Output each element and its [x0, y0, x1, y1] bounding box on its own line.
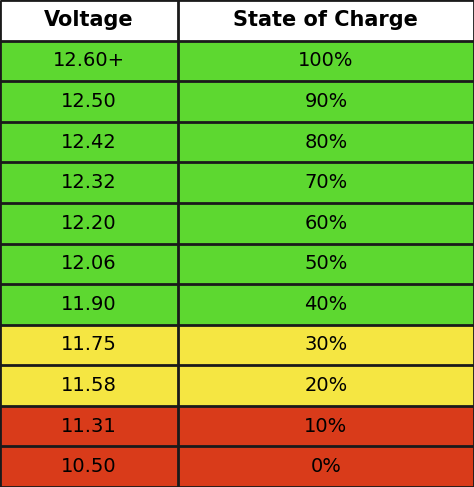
Bar: [0, 284, 178, 325]
Bar: [0, 406, 178, 447]
Text: State of Charge: State of Charge: [233, 10, 419, 30]
Text: 11.90: 11.90: [61, 295, 117, 314]
Bar: [178, 81, 474, 122]
Text: 80%: 80%: [304, 132, 347, 151]
Bar: [178, 40, 474, 81]
Text: Voltage: Voltage: [44, 10, 134, 30]
Text: 90%: 90%: [304, 92, 347, 111]
Bar: [0, 447, 178, 487]
Text: 11.58: 11.58: [61, 376, 117, 395]
Text: 11.75: 11.75: [61, 336, 117, 355]
Bar: [0, 325, 178, 365]
Text: 12.32: 12.32: [61, 173, 117, 192]
Text: 11.31: 11.31: [61, 416, 117, 436]
Bar: [178, 284, 474, 325]
Bar: [178, 203, 474, 244]
Bar: [178, 162, 474, 203]
Text: 10%: 10%: [304, 416, 347, 436]
Text: 70%: 70%: [304, 173, 347, 192]
Bar: [178, 406, 474, 447]
Text: 30%: 30%: [304, 336, 347, 355]
Text: 40%: 40%: [304, 295, 347, 314]
Text: 0%: 0%: [310, 457, 341, 476]
Text: 60%: 60%: [304, 214, 347, 233]
Bar: [0, 122, 178, 162]
Text: 10.50: 10.50: [61, 457, 117, 476]
Bar: [0, 0, 474, 40]
Text: 12.60+: 12.60+: [53, 51, 125, 71]
Bar: [178, 447, 474, 487]
Bar: [0, 203, 178, 244]
Bar: [0, 162, 178, 203]
Text: 12.50: 12.50: [61, 92, 117, 111]
Text: 12.20: 12.20: [61, 214, 117, 233]
Text: 20%: 20%: [304, 376, 347, 395]
Text: 12.06: 12.06: [61, 254, 117, 273]
Bar: [178, 122, 474, 162]
Bar: [178, 365, 474, 406]
Text: 50%: 50%: [304, 254, 347, 273]
Text: 100%: 100%: [298, 51, 354, 71]
Bar: [178, 325, 474, 365]
Text: 12.42: 12.42: [61, 132, 117, 151]
Bar: [0, 244, 178, 284]
Bar: [0, 81, 178, 122]
Bar: [0, 365, 178, 406]
Bar: [0, 40, 178, 81]
Bar: [178, 244, 474, 284]
